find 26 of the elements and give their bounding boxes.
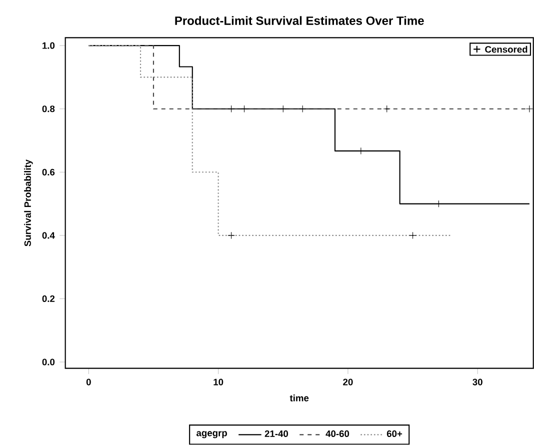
- y-tick-label: 0.2: [42, 296, 55, 302]
- y-tick-label: 0.8: [42, 106, 55, 112]
- x-tick-label: 30: [472, 378, 482, 386]
- point: [228, 105, 235, 113]
- chart-title: Product-Limit Survival Estimates Over Time: [175, 16, 424, 26]
- legend-title: agegrp: [196, 431, 227, 438]
- point: [383, 105, 390, 113]
- point: [280, 105, 287, 113]
- y-tick-label: 0.0: [42, 358, 55, 366]
- y-tick-label: 1.0: [42, 42, 55, 49]
- legend-label: 21-40: [264, 430, 288, 438]
- legend-label: 60+: [386, 430, 402, 438]
- legend-label: 40-60: [326, 430, 350, 438]
- y-axis-title: Survival Probability: [24, 160, 33, 246]
- x-axis-title: time: [290, 394, 309, 402]
- x-tick-label: 20: [343, 378, 353, 386]
- x-tick-label: 0: [86, 378, 91, 386]
- y-tick-label: 0.6: [42, 168, 55, 176]
- point: [526, 105, 534, 113]
- legend-label: Censored: [485, 46, 528, 53]
- point: [298, 105, 306, 113]
- point: [409, 232, 416, 240]
- point: [240, 105, 248, 113]
- y-tick-label: 0.4: [42, 232, 55, 239]
- point: [228, 232, 235, 240]
- x-tick-label: 10: [214, 378, 224, 386]
